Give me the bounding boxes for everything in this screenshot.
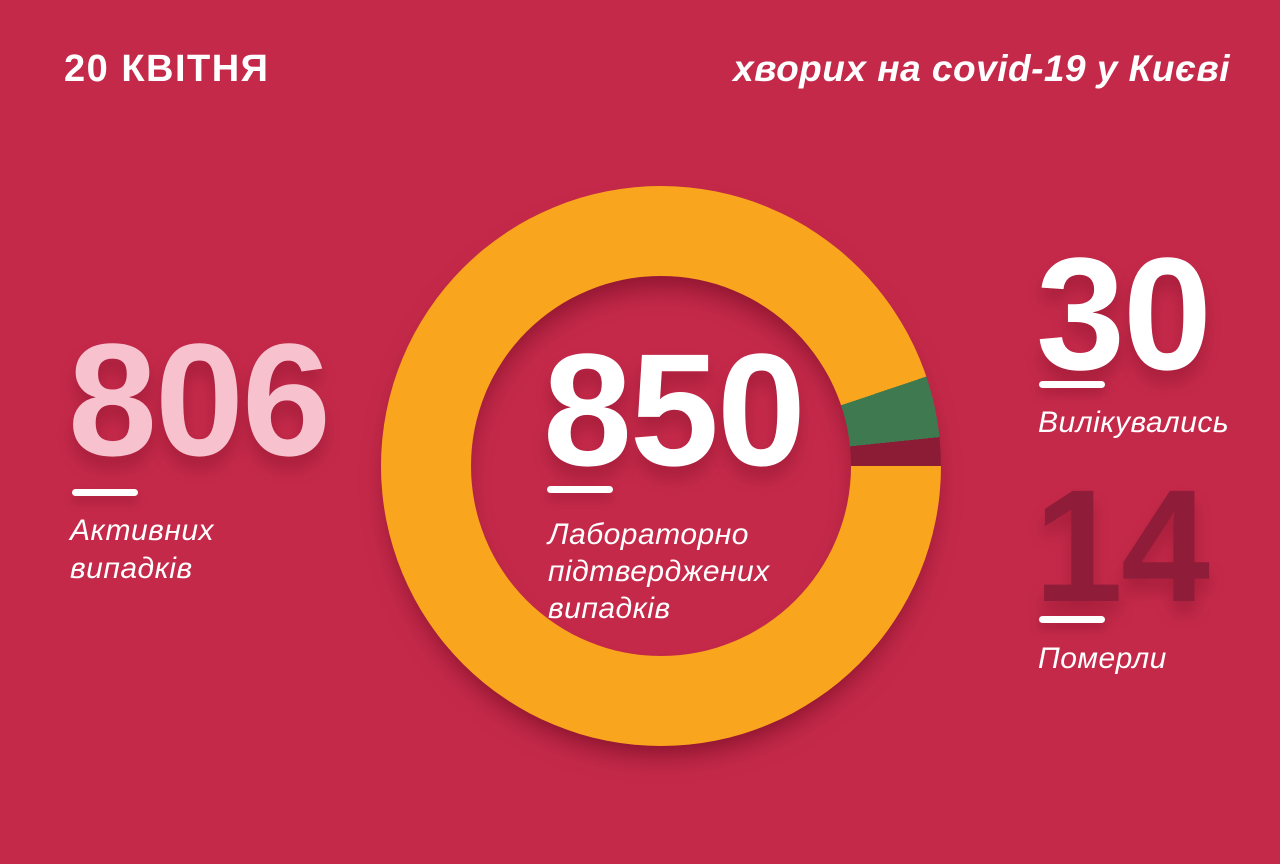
recovered-underline bbox=[1039, 381, 1105, 388]
donut-hole bbox=[471, 276, 851, 656]
recovered-value: 30 bbox=[1036, 224, 1212, 403]
donut-chart bbox=[381, 186, 941, 746]
confirmed-cases-value: 850 bbox=[543, 320, 806, 499]
confirmed-cases-label: Лабораторно підтверджених випадків bbox=[548, 518, 770, 625]
active-cases-value: 806 bbox=[68, 310, 331, 489]
active-cases-underline bbox=[72, 489, 138, 496]
recovered-label: Вилікувались bbox=[1038, 406, 1230, 439]
active-cases-label: Активних випадків bbox=[70, 514, 215, 585]
date-label: 20 КВІТНЯ bbox=[64, 48, 270, 90]
confirmed-cases-underline bbox=[547, 486, 613, 493]
died-label: Померли bbox=[1038, 642, 1167, 675]
page-title: хворих на covid-19 у Києві bbox=[733, 48, 1230, 89]
died-value: 14 bbox=[1034, 456, 1210, 635]
died-underline bbox=[1039, 616, 1105, 623]
